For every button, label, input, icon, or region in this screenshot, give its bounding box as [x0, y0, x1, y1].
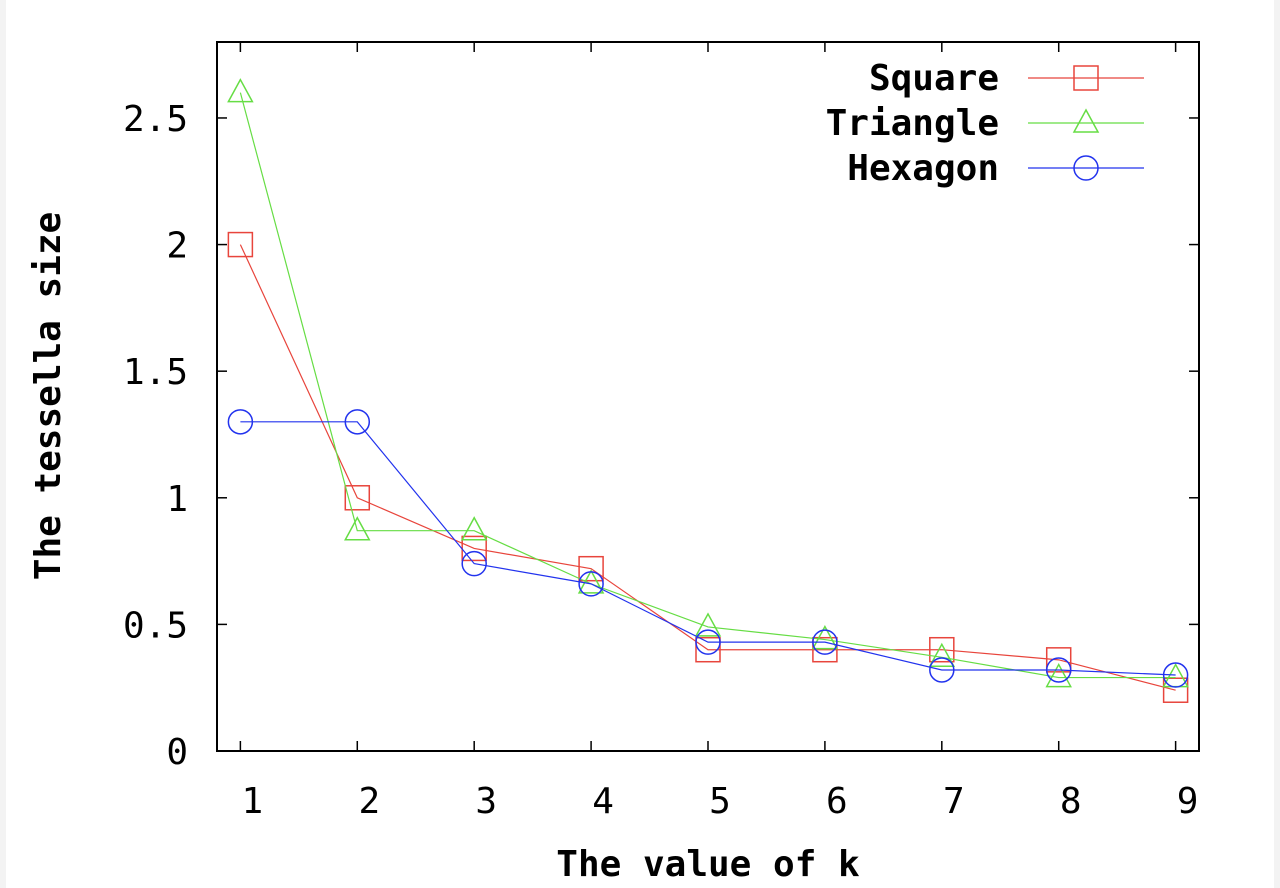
legend-marker-square — [1073, 65, 1099, 91]
x-axis-title: The value of k — [556, 844, 860, 885]
legend-marker-hexagon — [1073, 155, 1099, 181]
hexagon-point-8 — [1045, 657, 1072, 683]
triangle-point-8 — [1045, 663, 1072, 688]
y-tick-label-1: 0 — [166, 732, 188, 773]
series-line-triangle — [239, 92, 1176, 679]
legend-marker-triangle — [1072, 108, 1100, 133]
square-point-9 — [1162, 677, 1189, 703]
x-tick-label-6: 6 — [826, 781, 848, 822]
square-point-5 — [695, 636, 721, 663]
triangle-point-1 — [227, 78, 254, 103]
plot-frame — [216, 41, 1200, 752]
square-point-1 — [227, 231, 254, 258]
triangle-point-2 — [344, 516, 371, 541]
hexagon-point-7 — [929, 657, 955, 683]
x-tick-label-5: 5 — [709, 781, 731, 822]
legend-label-square: Square — [869, 58, 999, 99]
x-tick-label-2: 2 — [358, 781, 380, 822]
y-tick-label-2: 0.5 — [123, 605, 188, 646]
legend-item-square: Square — [869, 58, 1144, 99]
legend-item-hexagon: Hexagon — [847, 148, 1144, 189]
y-tick-label-6: 2.5 — [123, 99, 188, 140]
hexagon-point-6 — [812, 629, 838, 655]
triangle-point-4 — [577, 569, 605, 594]
x-tick-label-9: 9 — [1177, 781, 1199, 822]
hexagon-point-2 — [344, 409, 371, 435]
hexagon-point-9 — [1162, 662, 1189, 688]
series-triangle — [227, 78, 1189, 688]
x-tick-label-3: 3 — [475, 781, 497, 822]
square-point-8 — [1045, 647, 1072, 673]
triangle-point-6 — [811, 625, 839, 650]
x-tick-label-1: 1 — [242, 781, 264, 822]
hexagon-point-5 — [695, 629, 721, 655]
series-line-square — [239, 244, 1176, 691]
square-point-2 — [344, 485, 371, 511]
y-tick-label-3: 1 — [166, 479, 188, 520]
square-point-4 — [578, 555, 604, 582]
hexagon-point-4 — [578, 571, 604, 597]
axis-ticks: 1 2 3 4 5 6 7 8 9 0 0.5 1 1.5 2 2.5 — [123, 42, 1199, 822]
series-layer — [227, 78, 1189, 703]
square-point-7 — [929, 636, 955, 663]
triangle-point-7 — [928, 642, 956, 668]
legend-item-triangle: Triangle — [826, 103, 1144, 144]
line-chart: 1 2 3 4 5 6 7 8 9 0 0.5 1 1.5 2 2.5 SquareTriangleHexa… — [28, 41, 1200, 885]
series-hexagon — [227, 409, 1189, 688]
series-square — [227, 231, 1189, 703]
legend-label-triangle: Triangle — [826, 103, 999, 144]
legend-label-hexagon: Hexagon — [847, 148, 999, 189]
y-axis-title: The tessella size — [28, 212, 69, 580]
hexagon-point-1 — [227, 409, 254, 435]
hexagon-point-3 — [461, 550, 487, 577]
square-point-6 — [812, 636, 838, 663]
y-tick-label-5: 2 — [166, 226, 188, 267]
triangle-point-3 — [460, 516, 488, 541]
triangle-point-5 — [694, 612, 722, 637]
x-tick-label-4: 4 — [592, 781, 614, 822]
chart-card: 1 2 3 4 5 6 7 8 9 0 0.5 1 1.5 2 2.5 Square Triangle Hexa… — [6, 0, 1274, 888]
y-tick-label-4: 1.5 — [123, 352, 188, 393]
x-tick-label-7: 7 — [943, 781, 965, 822]
x-tick-label-8: 8 — [1060, 781, 1082, 822]
series-line-hexagon — [240, 421, 1176, 676]
